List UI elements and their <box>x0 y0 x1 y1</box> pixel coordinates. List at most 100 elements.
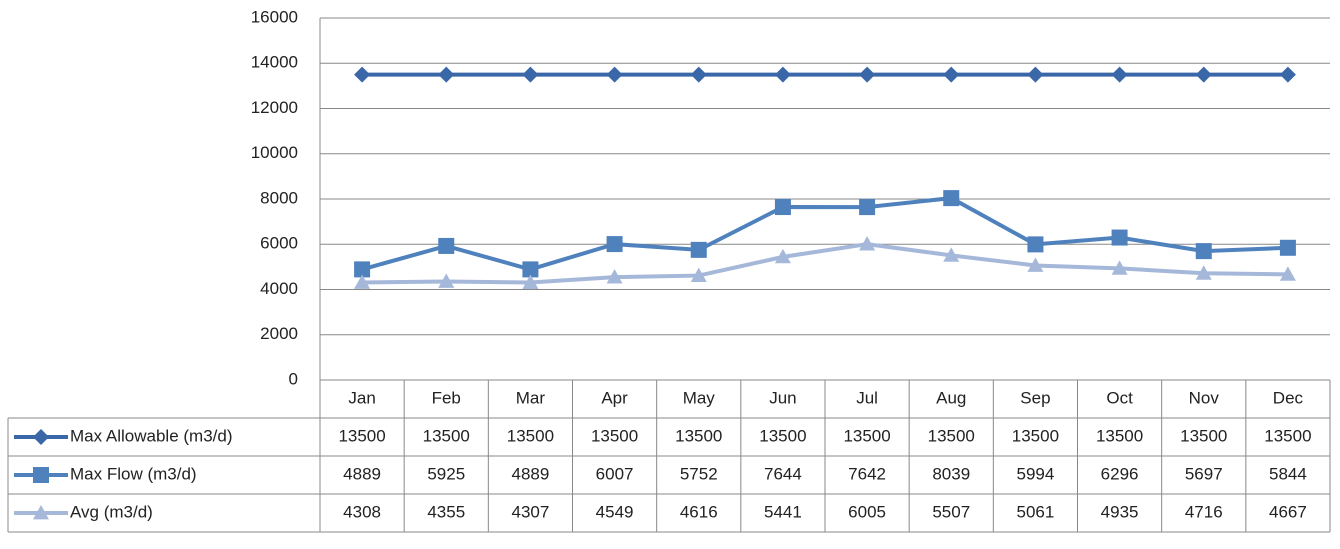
table-value: 7644 <box>764 464 802 483</box>
table-value: 4355 <box>427 502 465 521</box>
table-value: 13500 <box>675 426 722 445</box>
marker <box>522 261 539 278</box>
y-tick-label: 12000 <box>251 98 298 117</box>
legend-label: Max Flow (m3/d) <box>70 464 197 483</box>
marker <box>943 247 960 262</box>
marker <box>606 269 623 284</box>
y-tick-label: 6000 <box>260 234 298 253</box>
marker <box>438 66 455 83</box>
marker <box>1027 236 1044 253</box>
table-value: 5507 <box>932 502 970 521</box>
table-value: 5844 <box>1269 464 1307 483</box>
table-value: 13500 <box>507 426 554 445</box>
marker <box>1111 260 1128 275</box>
table-value: 4889 <box>512 464 550 483</box>
y-tick-label: 2000 <box>260 324 298 343</box>
marker <box>1195 265 1212 280</box>
x-tick-label: Nov <box>1189 388 1220 407</box>
table-value: 4889 <box>343 464 381 483</box>
marker <box>1279 66 1296 83</box>
table-value: 4308 <box>343 502 381 521</box>
table-value: 6007 <box>596 464 634 483</box>
table-value: 4549 <box>596 502 634 521</box>
marker <box>33 429 49 445</box>
marker <box>1111 229 1128 246</box>
marker <box>690 66 707 83</box>
table-value: 13500 <box>338 426 385 445</box>
table-value: 5925 <box>427 464 465 483</box>
marker <box>859 66 876 83</box>
marker <box>354 261 371 278</box>
series-line <box>361 196 1288 272</box>
table-value: 7642 <box>848 464 886 483</box>
marker <box>606 236 623 253</box>
table-value: 5061 <box>1017 502 1055 521</box>
y-tick-label: 10000 <box>251 143 298 162</box>
x-tick-label: Aug <box>936 388 966 407</box>
marker <box>774 248 791 264</box>
y-tick-label: 0 <box>289 369 298 388</box>
y-tick-label: 8000 <box>260 188 298 207</box>
x-tick-label: Jun <box>769 388 796 407</box>
x-tick-label: Dec <box>1273 388 1304 407</box>
x-tick-label: Jul <box>856 388 878 407</box>
table-value: 13500 <box>591 426 638 445</box>
table-value: 13500 <box>928 426 975 445</box>
y-tick-label: 16000 <box>251 7 298 26</box>
table-value: 5441 <box>764 502 802 521</box>
marker <box>438 237 455 254</box>
table-value: 13500 <box>1264 426 1311 445</box>
table-value: 13500 <box>843 426 890 445</box>
table-value: 5752 <box>680 464 718 483</box>
marker <box>1195 66 1212 83</box>
marker <box>522 274 539 289</box>
marker <box>774 66 791 83</box>
marker <box>943 190 960 207</box>
series-line <box>362 242 1288 285</box>
x-tick-label: Sep <box>1020 388 1050 407</box>
table-value: 13500 <box>1096 426 1143 445</box>
marker <box>354 66 371 83</box>
marker <box>943 66 960 83</box>
marker <box>1195 243 1212 260</box>
table-value: 6005 <box>848 502 886 521</box>
marker <box>859 236 876 251</box>
table-value: 6296 <box>1101 464 1139 483</box>
x-tick-label: Apr <box>601 388 628 407</box>
marker <box>522 66 539 83</box>
marker <box>354 274 371 289</box>
table-value: 13500 <box>1012 426 1059 445</box>
table-value: 4307 <box>512 502 550 521</box>
marker <box>690 267 707 282</box>
x-tick-label: Oct <box>1106 388 1133 407</box>
marker <box>33 467 49 483</box>
table-value: 8039 <box>932 464 970 483</box>
table-value: 13500 <box>423 426 470 445</box>
x-tick-label: Mar <box>516 388 546 407</box>
marker <box>1111 66 1128 83</box>
table-value: 4667 <box>1269 502 1307 521</box>
marker <box>1027 257 1044 272</box>
table-value: 13500 <box>1180 426 1227 445</box>
marker <box>1027 66 1044 83</box>
marker <box>1279 239 1296 256</box>
marker <box>33 505 49 520</box>
table-value: 4716 <box>1185 502 1223 521</box>
x-tick-label: Jan <box>348 388 375 407</box>
marker <box>690 241 707 258</box>
y-tick-label: 4000 <box>260 279 298 298</box>
table-value: 5994 <box>1017 464 1055 483</box>
marker <box>606 66 623 83</box>
table-value: 13500 <box>759 426 806 445</box>
marker <box>774 199 791 216</box>
y-tick-label: 14000 <box>251 53 298 72</box>
marker <box>1279 266 1296 281</box>
x-tick-label: Feb <box>432 388 461 407</box>
legend-label: Avg (m3/d) <box>70 502 153 521</box>
marker <box>859 199 876 216</box>
table-value: 4616 <box>680 502 718 521</box>
marker <box>438 273 455 288</box>
table-value: 4935 <box>1101 502 1139 521</box>
table-value: 5697 <box>1185 464 1223 483</box>
